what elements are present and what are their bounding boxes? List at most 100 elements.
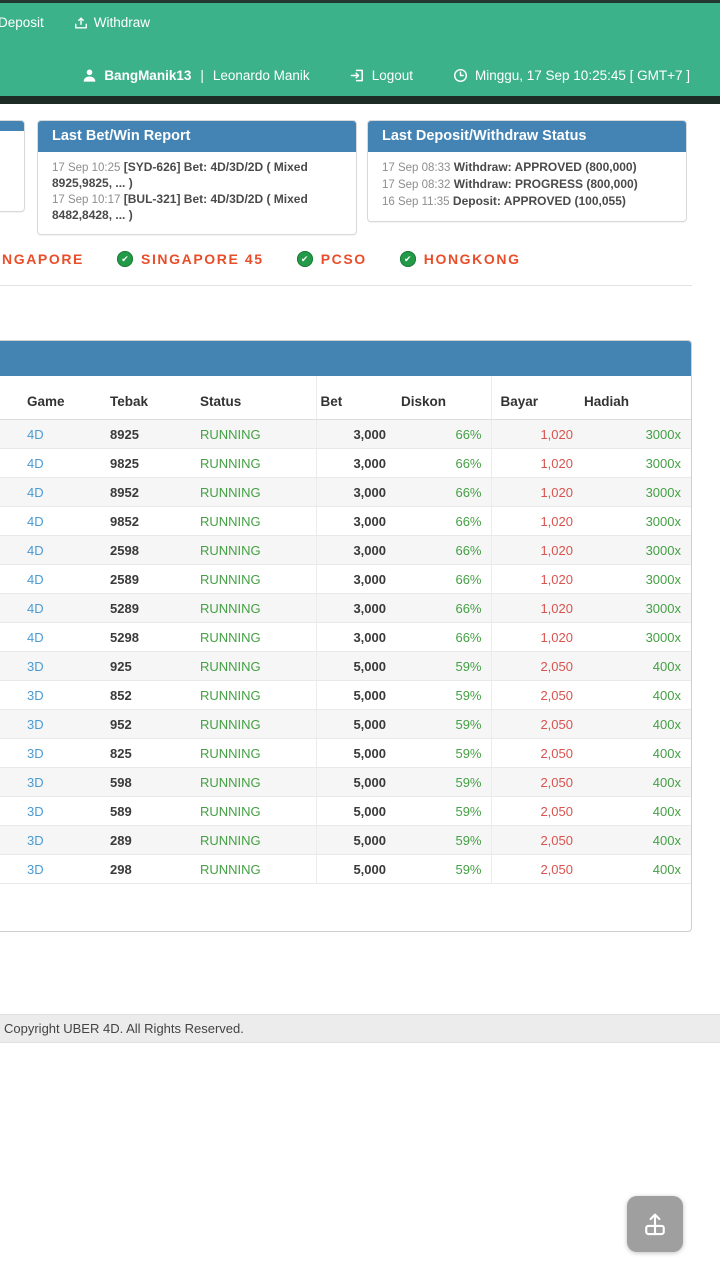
withdraw-nav-item[interactable]: Withdraw [74,15,150,30]
entry-time: 16 Sep 11:35 [382,196,450,208]
section-divider [0,285,692,286]
bet-table-row: 3D 825 RUNNING 5,000 59% 2,050 400x [0,738,691,768]
bet-table-header-row: Game Tebak Status Bet Diskon Bayar Hadia… [0,376,691,420]
check-circle-icon: ✔ [399,251,416,267]
cell-bayar: 2,050 [490,738,578,768]
cell-bayar: 2,050 [490,651,578,681]
cell-status: RUNNING [181,506,316,536]
game-link[interactable]: 3D [27,745,44,761]
entry-message: Withdraw: APPROVED (800,000) [453,160,637,174]
game-link[interactable]: 3D [27,658,44,674]
cell-tebak: 952 [98,709,181,739]
footer: Copyright UBER 4D. All Rights Reserved. [0,1014,720,1043]
cell-status: RUNNING [181,477,316,507]
cell-status: RUNNING [181,535,316,565]
cell-status: RUNNING [181,564,316,594]
cell-diskon: 59% [399,854,491,884]
cell-tebak: 8925 [98,419,181,449]
game-link[interactable]: 3D [27,774,44,790]
deposit-nav-item[interactable]: Deposit [0,15,44,30]
logout-button[interactable]: Logout [350,68,413,83]
game-link[interactable]: 3D [27,803,44,819]
panel-cutoff-body [0,131,24,211]
cell-game: 4D [0,448,98,478]
top-header: Deposit Withdraw BangManik13 | Leonardo … [0,0,720,96]
cell-hadiah: 3000x [578,564,691,594]
game-link[interactable]: 4D [27,571,44,587]
cell-tebak: 5289 [98,593,181,623]
entry-message: Deposit: APPROVED (100,055) [452,194,626,208]
game-link[interactable]: 4D [27,426,44,442]
cell-bet: 3,000 [315,622,399,652]
top-nav: Deposit Withdraw [0,15,150,30]
cell-hadiah: 3000x [578,622,691,652]
col-header-status: Status [181,376,316,420]
cell-bayar: 2,050 [490,854,578,884]
cell-tebak: 589 [98,796,181,826]
game-link[interactable]: 3D [27,832,44,848]
cell-hadiah: 3000x [578,506,691,536]
cell-game: 4D [0,477,98,507]
cell-bayar: 1,020 [490,506,578,536]
cell-tebak: 925 [98,651,181,681]
cell-game: 3D [0,651,98,681]
game-link[interactable]: 3D [27,716,44,732]
cell-game: 3D [0,854,98,884]
game-link[interactable]: 4D [27,455,44,471]
game-link[interactable]: 4D [27,600,44,616]
bet-table-row: 3D 589 RUNNING 5,000 59% 2,050 400x [0,796,691,826]
cell-bet: 3,000 [315,448,399,478]
cell-hadiah: 400x [578,680,691,710]
user-info[interactable]: BangManik13 | Leonardo Manik [82,68,310,83]
bet-table-row: 4D 2589 RUNNING 3,000 66% 1,020 3000x [0,564,691,594]
cell-bet: 3,000 [315,419,399,449]
bet-table-row: 3D 298 RUNNING 5,000 59% 2,050 400x [0,854,691,884]
bet-table-row: 4D 5289 RUNNING 3,000 66% 1,020 3000x [0,593,691,623]
game-link[interactable]: 4D [27,484,44,500]
cell-bayar: 1,020 [490,622,578,652]
bet-table-card: Game Tebak Status Bet Diskon Bayar Hadia… [0,340,692,932]
cell-diskon: 66% [399,448,491,478]
cell-hadiah: 400x [578,651,691,681]
market-item[interactable]: ✔ SINGAPORE 45 [117,251,264,267]
game-link[interactable]: 3D [27,861,44,877]
bet-table-row: 4D 9825 RUNNING 3,000 66% 1,020 3000x [0,448,691,478]
cell-diskon: 59% [399,680,491,710]
cell-bet: 5,000 [315,680,399,710]
game-link[interactable]: 4D [27,629,44,645]
cell-status: RUNNING [181,593,316,623]
cell-hadiah: 3000x [578,477,691,507]
market-item[interactable]: ✔ PCSO [296,251,367,267]
market-item-partial[interactable]: NGAPORE [2,251,84,267]
cell-status: RUNNING [181,738,316,768]
cell-game: 4D [0,506,98,536]
game-link[interactable]: 4D [27,542,44,558]
cell-bet: 5,000 [315,738,399,768]
cell-bet: 3,000 [315,535,399,565]
cell-tebak: 2589 [98,564,181,594]
cell-hadiah: 400x [578,825,691,855]
export-fab-button[interactable] [627,1196,683,1252]
cell-status: RUNNING [181,419,316,449]
bet-table: Game Tebak Status Bet Diskon Bayar Hadia… [0,376,691,884]
game-link[interactable]: 4D [27,513,44,529]
cell-game: 3D [0,738,98,768]
col-header-hadiah: Hadiah [578,376,691,420]
bet-table-header-bar [0,341,691,376]
cell-game: 3D [0,680,98,710]
market-item[interactable]: ✔ HONGKONG [399,251,521,267]
bet-table-row: 4D 8925 RUNNING 3,000 66% 1,020 3000x [0,419,691,449]
header-bottom-band [0,96,720,104]
panel-entry: 17 Sep 10:17 [BUL-321] Bet: 4D/3D/2D ( M… [52,192,342,223]
cell-hadiah: 400x [578,767,691,797]
entry-time: 17 Sep 10:25 [52,162,121,174]
market-label: HONGKONG [423,251,521,267]
game-link[interactable]: 3D [27,687,44,703]
bet-table-row: 3D 952 RUNNING 5,000 59% 2,050 400x [0,709,691,739]
market-label: PCSO [320,251,367,267]
cell-game: 4D [0,622,98,652]
panel-cutoff-header [0,121,24,131]
bet-table-body: 4D 8925 RUNNING 3,000 66% 1,020 3000x 4D… [0,419,691,884]
cell-hadiah: 3000x [578,593,691,623]
cell-bayar: 1,020 [490,535,578,565]
